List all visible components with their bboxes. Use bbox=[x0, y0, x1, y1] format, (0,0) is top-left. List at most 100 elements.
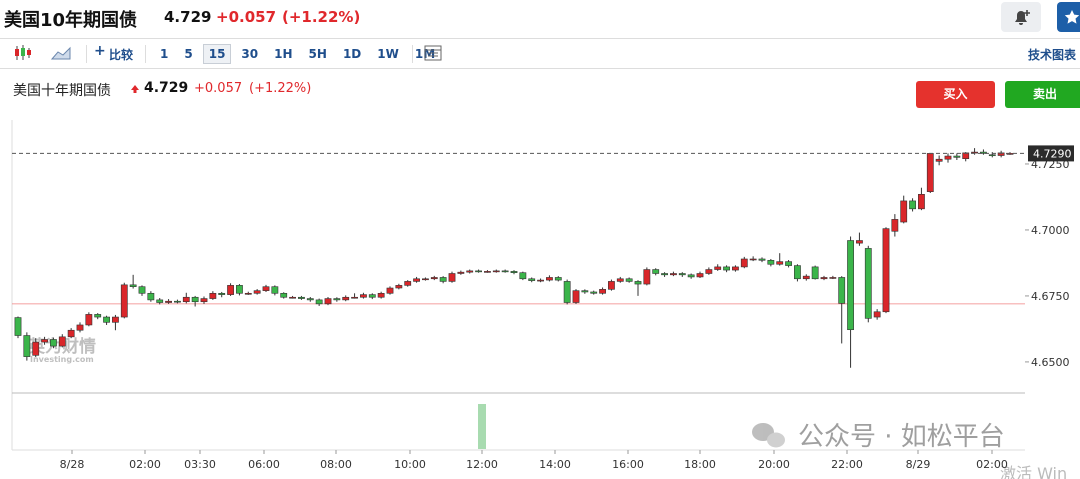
page-title: 美国10年期国债 bbox=[4, 10, 138, 31]
candle-body bbox=[112, 316, 119, 323]
candle-body bbox=[634, 281, 642, 285]
y-tick-label: 4.6750 bbox=[1031, 290, 1070, 303]
candle-body bbox=[200, 298, 208, 303]
compare-button[interactable]: 比较 bbox=[109, 48, 134, 62]
candle-icon[interactable] bbox=[12, 43, 34, 63]
watermark-site: Investing.com bbox=[30, 355, 94, 364]
candle-body bbox=[829, 277, 837, 279]
wechat-watermark: 公众号 · 如松平台 bbox=[798, 422, 1005, 452]
candle-body bbox=[528, 278, 536, 281]
candle-body bbox=[422, 278, 429, 281]
candle-body bbox=[758, 258, 766, 261]
last-price-label: 4.7290 bbox=[1033, 147, 1072, 160]
candle-body bbox=[448, 273, 456, 282]
candle-body bbox=[980, 151, 987, 154]
candle-body bbox=[802, 275, 810, 280]
candle-body bbox=[174, 300, 181, 303]
candle-body bbox=[643, 269, 651, 285]
candle-body bbox=[227, 285, 234, 295]
candle-body bbox=[404, 281, 412, 286]
candle-body bbox=[351, 296, 358, 299]
candle-body bbox=[678, 273, 686, 276]
plus-icon[interactable]: + bbox=[94, 43, 106, 59]
x-tick-label: 06:00 bbox=[248, 458, 280, 471]
watchlist-button[interactable] bbox=[1057, 2, 1080, 32]
x-tick-label: 08:00 bbox=[320, 458, 352, 471]
interval-button[interactable]: 1 bbox=[160, 47, 169, 61]
interval-button[interactable]: 1W bbox=[377, 47, 399, 61]
candle-body bbox=[785, 261, 792, 266]
wechat-icon bbox=[752, 423, 785, 448]
candle-body bbox=[368, 294, 376, 298]
candle-body bbox=[50, 339, 57, 347]
candle-body bbox=[138, 286, 146, 294]
candle-body bbox=[687, 274, 695, 278]
candle-body bbox=[900, 200, 908, 223]
candle-body bbox=[457, 271, 465, 274]
buy-button[interactable]: 买入 bbox=[916, 81, 995, 108]
candle-body bbox=[652, 269, 660, 274]
x-tick-label: 12:00 bbox=[466, 458, 498, 471]
price: 4.729 bbox=[164, 8, 212, 26]
x-tick-label: 02:00 bbox=[129, 458, 161, 471]
candle-body bbox=[546, 277, 553, 281]
candle-body bbox=[32, 341, 40, 356]
candle-body bbox=[147, 292, 155, 301]
sell-button[interactable]: 卖出 bbox=[1005, 81, 1080, 108]
technical-chart-link[interactable]: 技术图表 bbox=[1028, 48, 1077, 62]
x-tick-label: 16:00 bbox=[612, 458, 644, 471]
x-tick-label: 22:00 bbox=[831, 458, 863, 471]
alert-button[interactable] bbox=[1001, 2, 1041, 32]
candle-body bbox=[864, 248, 872, 319]
settings-icon[interactable] bbox=[422, 43, 444, 63]
interval-button[interactable]: 1H bbox=[274, 47, 293, 61]
bell-icon bbox=[1015, 10, 1030, 25]
candle-body bbox=[76, 324, 84, 331]
candle-body bbox=[262, 286, 270, 291]
chart-title: 美国十年期国债 bbox=[13, 83, 111, 99]
x-tick-label: 20:00 bbox=[758, 458, 790, 471]
candle-body bbox=[935, 158, 943, 162]
candle-body bbox=[767, 259, 775, 265]
candle-body bbox=[289, 296, 296, 299]
x-tick-label: 8/28 bbox=[60, 458, 85, 471]
candle-body bbox=[430, 277, 438, 280]
candle-body bbox=[944, 155, 952, 160]
candle-body bbox=[510, 271, 518, 274]
up-arrow bbox=[131, 85, 139, 93]
candle-body bbox=[962, 152, 970, 159]
star-icon bbox=[1064, 10, 1080, 24]
interval-button[interactable]: 15 bbox=[202, 44, 232, 64]
interval-button[interactable]: 5H bbox=[308, 47, 327, 61]
x-tick-label: 18:00 bbox=[684, 458, 716, 471]
candle-body bbox=[156, 299, 164, 303]
interval-button[interactable]: 5 bbox=[184, 47, 193, 61]
candle-body bbox=[103, 316, 110, 323]
candle-body bbox=[120, 284, 128, 318]
candle-body bbox=[439, 277, 447, 282]
candle-body bbox=[244, 292, 252, 295]
candle-body bbox=[298, 296, 305, 299]
candle-body bbox=[882, 228, 890, 313]
interval-button[interactable]: 30 bbox=[241, 47, 259, 61]
candle-body bbox=[386, 287, 394, 294]
candle-body bbox=[413, 278, 420, 282]
candle-body bbox=[714, 266, 722, 270]
candle-body bbox=[670, 273, 677, 276]
candle-body bbox=[581, 290, 589, 293]
candle-body bbox=[492, 270, 500, 273]
candle-body bbox=[253, 290, 261, 294]
last-price-box bbox=[1028, 145, 1074, 162]
candle-body bbox=[209, 292, 217, 299]
interval-button[interactable]: 1D bbox=[342, 47, 362, 61]
x-tick-label: 8/29 bbox=[906, 458, 931, 471]
x-tick-label: 03:30 bbox=[184, 458, 216, 471]
chart-change-percent: (+1.22%) bbox=[249, 81, 312, 96]
candle-body bbox=[41, 339, 48, 343]
separator bbox=[412, 45, 413, 63]
candle-body bbox=[599, 289, 606, 294]
candle-body bbox=[572, 290, 580, 303]
candle-body bbox=[616, 278, 624, 282]
area-icon[interactable] bbox=[50, 43, 72, 63]
candle-body bbox=[696, 273, 704, 278]
